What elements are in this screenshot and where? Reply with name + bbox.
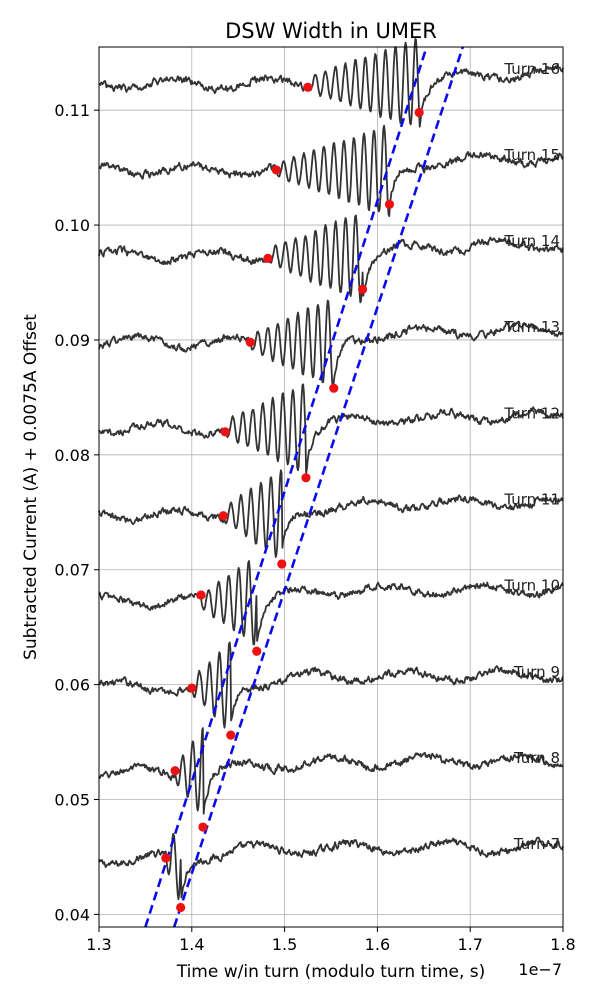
trace-line xyxy=(98,727,564,815)
back-marker xyxy=(384,199,395,209)
x-axis-scale-label: 1e−7 xyxy=(518,960,562,979)
turn-label: Turn 14 xyxy=(503,232,560,250)
y-tick-label: 0.10 xyxy=(54,216,90,235)
trace-line xyxy=(98,214,564,304)
x-tick-label: 1.6 xyxy=(365,935,390,954)
x-axis-label: Time w/in turn (modulo turn time, s) xyxy=(176,962,486,982)
front-marker xyxy=(271,165,281,175)
back-marker xyxy=(414,107,424,118)
y-tick-label: 0.04 xyxy=(54,905,90,924)
front-marker xyxy=(161,853,171,863)
y-tick-label: 0.11 xyxy=(54,101,90,120)
x-tick-label: 1.5 xyxy=(272,935,297,954)
trace-line xyxy=(98,299,564,388)
back-marker xyxy=(252,646,262,656)
front-marker xyxy=(218,511,228,521)
trace-line xyxy=(98,832,564,901)
front-marker xyxy=(220,427,230,437)
turn-label: Turn 11 xyxy=(503,491,560,509)
turn-label-layer: Turn 7 Turn 8 Turn 9 Turn 10 Turn 11 Turn 12 T… xyxy=(503,60,560,853)
x-tick-label: 1.4 xyxy=(179,935,204,954)
tick-layer: 1.3 1.4 1.5 1.6 1.7 1.8 0.04 0.05 0.06 0.07 0.08 0.… xyxy=(54,101,575,954)
y-tick-label: 0.07 xyxy=(54,561,90,580)
back-marker xyxy=(226,730,236,740)
back-marker xyxy=(301,473,311,483)
y-axis-label: Subtracted Current (A) + 0.0075A Offset xyxy=(21,314,41,660)
front-marker xyxy=(196,590,206,600)
y-tick-label: 0.08 xyxy=(54,446,90,465)
fit-line-layer xyxy=(144,46,465,928)
trace-line xyxy=(98,124,564,217)
y-tick-label: 0.09 xyxy=(54,331,90,350)
turn-label: Turn 15 xyxy=(503,146,560,164)
x-tick-label: 1.7 xyxy=(457,935,482,954)
turn-label: Turn 10 xyxy=(503,577,560,595)
turn-label: Turn 7 xyxy=(513,835,560,853)
trace-line xyxy=(98,469,564,558)
front-marker xyxy=(303,82,313,92)
marker-layer xyxy=(161,82,424,913)
y-tick-label: 0.05 xyxy=(54,790,90,809)
back-marker xyxy=(329,383,339,393)
turn-label: Turn 8 xyxy=(513,749,560,767)
front-marker xyxy=(170,766,180,776)
x-tick-label: 1.3 xyxy=(86,935,111,954)
turn-label: Turn 16 xyxy=(503,60,560,78)
trace-line xyxy=(98,560,564,646)
front-marker xyxy=(245,337,255,347)
front-marker xyxy=(263,253,273,263)
plot-frame xyxy=(98,46,564,928)
trace-layer xyxy=(98,38,564,901)
back-marker xyxy=(277,559,287,569)
trace-line xyxy=(98,641,564,729)
turn-label: Turn 9 xyxy=(513,663,560,681)
trace-line xyxy=(98,383,564,475)
fit-line-back xyxy=(172,46,465,928)
back-marker xyxy=(357,284,368,295)
chart-title: DSW Width in UMER xyxy=(225,19,437,43)
back-marker xyxy=(176,902,186,913)
x-tick-label: 1.8 xyxy=(550,935,575,954)
y-tick-label: 0.06 xyxy=(54,676,90,695)
trace-line xyxy=(98,38,564,128)
front-marker xyxy=(187,683,197,693)
turn-label: Turn 13 xyxy=(503,318,560,336)
turn-label: Turn 12 xyxy=(503,404,560,422)
back-marker xyxy=(198,822,208,832)
